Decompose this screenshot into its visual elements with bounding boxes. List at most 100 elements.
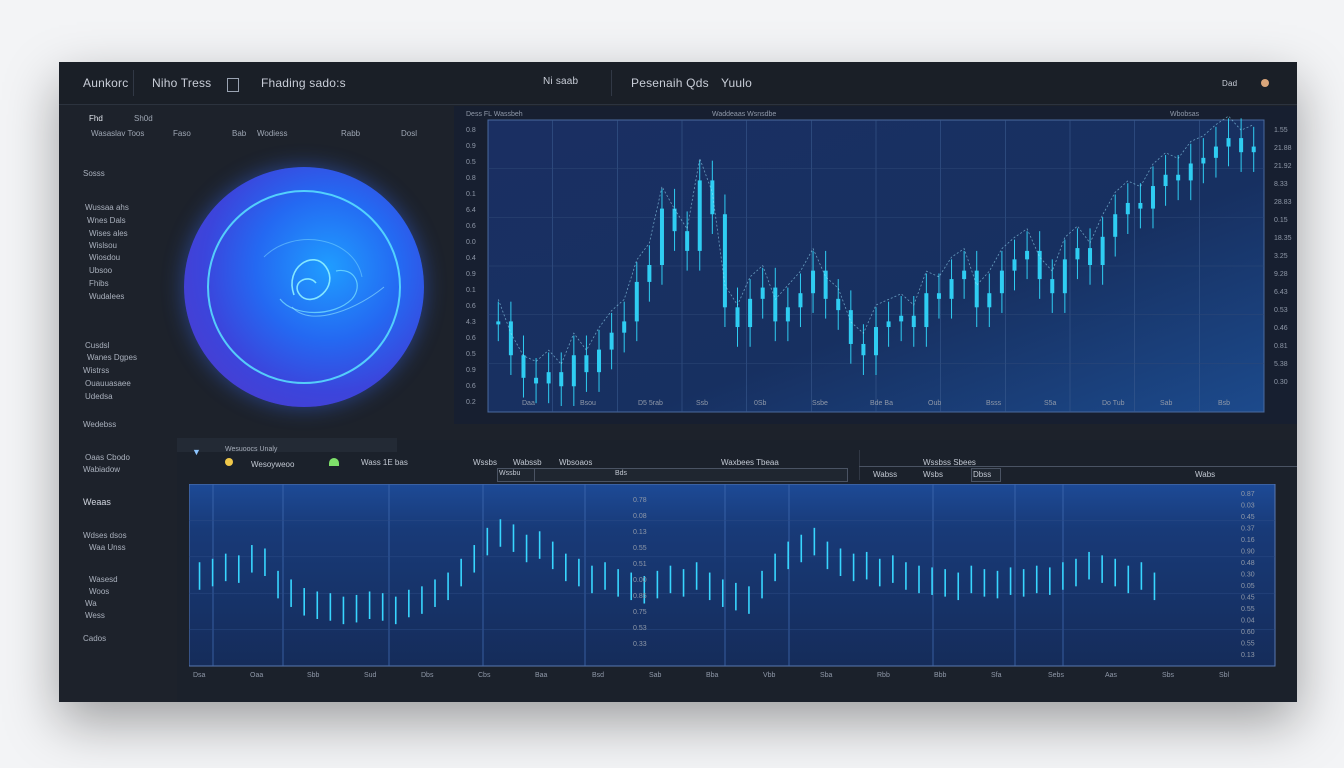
y-axis-tick-label: 4.3: [466, 319, 476, 326]
sidebar-item[interactable]: Wistrss: [83, 366, 110, 375]
sidebar-item[interactable]: Wasesd: [89, 575, 118, 584]
value-label: 0.55: [633, 545, 647, 552]
section-tab[interactable]: Wabss: [873, 470, 898, 479]
tab[interactable]: Waxbees Tbeaa: [721, 458, 779, 467]
toolbar-item[interactable]: Rabb: [341, 129, 361, 138]
corner-label[interactable]: Dad: [1222, 79, 1238, 88]
x-axis-tick-label: Bsb: [1218, 400, 1230, 407]
chart-header-center: Waddeaas Wsnsdbe: [712, 111, 776, 118]
candle-body: [785, 307, 790, 322]
candle-body: [911, 315, 916, 328]
sidebar-item[interactable]: Udedsa: [85, 392, 113, 401]
toolbar-item[interactable]: Wodiess: [257, 129, 288, 138]
sidebar-item[interactable]: Woos: [89, 587, 110, 596]
candle-body: [634, 281, 639, 322]
candle-body: [597, 349, 602, 373]
y-axis-tick-label: 0.4: [466, 255, 476, 262]
x-axis-tick-label: Sba: [820, 672, 833, 679]
sidebar-item[interactable]: Wises ales: [89, 229, 128, 238]
value-label: 0.78: [633, 497, 647, 504]
toolbar-item[interactable]: Faso: [173, 129, 191, 138]
chart-plot-area: [188, 483, 1276, 667]
sidebar-item[interactable]: Sosss: [83, 169, 105, 178]
y-axis-tick-label: 0.9: [466, 143, 476, 150]
sidebar-item[interactable]: Ubsoo: [89, 266, 113, 275]
candle-body: [546, 372, 551, 384]
candle-body: [748, 298, 753, 328]
nav-checkbox[interactable]: [227, 78, 239, 92]
toolbar-item[interactable]: Fhd: [89, 114, 103, 123]
tab[interactable]: Wabssb: [513, 458, 542, 467]
sidebar-item[interactable]: Wanes Dgpes: [87, 353, 137, 362]
profile-dot-icon[interactable]: [1261, 79, 1269, 87]
chart-header-left: Dess FL Wassbeh: [466, 111, 523, 118]
tab[interactable]: Wssbs: [473, 458, 497, 467]
section-tab[interactable]: Wabs: [1195, 470, 1216, 479]
y-axis-tick-label: 9.28: [1274, 271, 1288, 278]
panel-tab[interactable]: [177, 438, 397, 452]
section-tab[interactable]: Dbss: [973, 470, 992, 479]
sidebar-item[interactable]: Ouauuasaee: [85, 379, 131, 388]
y-axis-tick-label: 0.6: [466, 335, 476, 342]
sidebar-item[interactable]: Wabiadow: [83, 465, 121, 474]
shield-icon[interactable]: ▼: [192, 447, 201, 457]
sidebar-item[interactable]: Wislsou: [89, 241, 118, 250]
toolbar-item[interactable]: Wasaslav Toos: [91, 129, 145, 138]
sidebar-item[interactable]: Wedebss: [83, 420, 117, 429]
warning-dot-icon: [225, 458, 233, 466]
sidebar-item[interactable]: Cusdsl: [85, 341, 110, 350]
panel-tab-label[interactable]: Wesuoocs Unaly: [225, 446, 278, 453]
sidebar-item[interactable]: Wiosdou: [89, 253, 121, 262]
sidebar-item[interactable]: Wess: [85, 611, 105, 620]
nav-item-2[interactable]: Fhading sado:s: [261, 76, 346, 90]
value-label: 0.08: [633, 513, 647, 520]
y-axis-tick-label: 0.6: [466, 303, 476, 310]
candle-body: [559, 372, 564, 387]
x-axis-tick-label: Oub: [928, 400, 941, 407]
candle-body: [1012, 259, 1017, 271]
x-axis-tick-label: Sbs: [1162, 672, 1175, 679]
sidebar-item[interactable]: Cados: [83, 634, 107, 643]
section-input[interactable]: [971, 468, 1001, 482]
candle-body: [1075, 248, 1080, 260]
search-input[interactable]: [534, 468, 848, 482]
value-label: 0.13: [633, 529, 647, 536]
candle-body: [672, 208, 677, 232]
x-axis-tick-label: Aas: [1105, 672, 1118, 679]
toolbar-item[interactable]: Bab: [232, 129, 247, 138]
candle-body: [1188, 163, 1193, 181]
candle-body: [1025, 250, 1030, 260]
y-axis-tick-label: 0.1: [466, 191, 476, 198]
value-label: 0.33: [633, 641, 647, 648]
sidebar-item[interactable]: Oaas Cbodo: [85, 453, 130, 462]
candle-body: [521, 355, 526, 378]
toolbar-item[interactable]: Dosl: [401, 129, 418, 138]
candle-body: [1163, 174, 1168, 187]
y-axis-tick-label: 0.5: [466, 351, 476, 358]
sidebar-item[interactable]: Wussaa ahs: [85, 203, 129, 212]
y-axis-tick-label: 0.6: [466, 223, 476, 230]
toolbar-item[interactable]: Sh0d: [134, 114, 153, 123]
section-tab[interactable]: Wsbs: [923, 470, 943, 479]
y-axis-tick-label: 0.9: [466, 271, 476, 278]
tab[interactable]: Wass 1E bas: [361, 458, 408, 467]
candle-body: [722, 214, 727, 308]
candle-body: [798, 293, 803, 308]
sidebar-item[interactable]: Waa Unss: [89, 543, 126, 552]
nav-item-1[interactable]: Niho Tress: [152, 76, 212, 90]
filter-value: Wssbu: [499, 470, 521, 477]
section-label: Wssbss Sbees: [923, 458, 976, 467]
volatility-chart[interactable]: 0.78 0.08 0.13 0.55 0.51 0.00 0.85 0.75 0.53 0.33…: [188, 483, 1277, 680]
tab[interactable]: Wbsoaos: [559, 458, 593, 467]
sidebar-item[interactable]: Wdses dsos: [83, 531, 127, 540]
divider: [859, 450, 860, 480]
y-axis-tick-label: 0.30: [1274, 379, 1288, 386]
sidebar-item[interactable]: Wa: [85, 599, 97, 608]
y-axis-tick-label: 0.5: [466, 159, 476, 166]
sidebar-item[interactable]: Wnes Dals: [87, 216, 126, 225]
sidebar-item[interactable]: Fhibs: [89, 279, 109, 288]
x-axis-tick-label: Sud: [364, 672, 377, 679]
price-chart[interactable]: Dess FL Wassbeh Waddeaas Wsnsdbe Wbobsas…: [454, 106, 1297, 424]
candle-body: [949, 279, 954, 299]
sidebar-item[interactable]: Wudalees: [89, 292, 125, 301]
